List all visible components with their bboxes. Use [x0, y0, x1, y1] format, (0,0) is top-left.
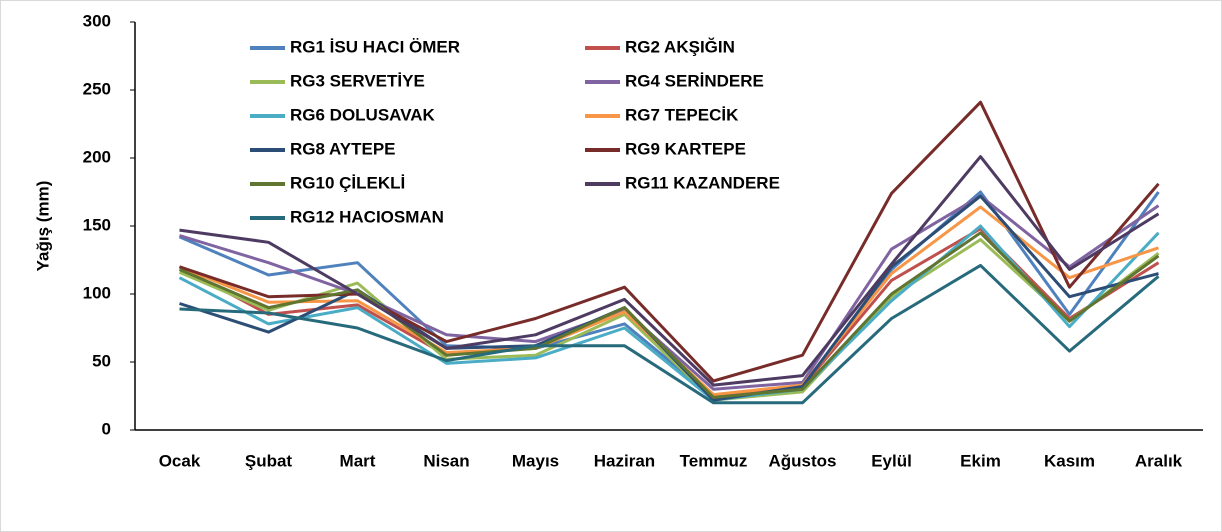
- y-tick-label: 150: [83, 215, 111, 234]
- x-tick-label: Eylül: [871, 451, 912, 470]
- y-tick-label: 0: [102, 419, 111, 438]
- series-line: [178, 231, 1160, 399]
- legend-label: RG12 HACIOSMAN: [290, 207, 444, 226]
- legend-label: RG11 KAZANDERE: [625, 173, 780, 192]
- y-tick-label: 100: [83, 283, 111, 302]
- legend-label: RG7 TEPECİK: [625, 105, 739, 124]
- series-line: [179, 100, 1160, 383]
- series-line: [178, 224, 1160, 402]
- x-tick-label: Ocak: [159, 451, 201, 470]
- x-tick-label: Haziran: [594, 451, 655, 470]
- series-line: [179, 263, 1160, 405]
- series-line: [179, 194, 1160, 391]
- legend-label: RG3 SERVETİYE: [290, 71, 425, 90]
- legend-label: RG2 AKŞIĞIN: [625, 37, 735, 56]
- legend-label: RG4 SERİNDERE: [625, 71, 764, 90]
- x-tick-label: Şubat: [245, 451, 293, 470]
- y-axis-label: Yağış (mm): [33, 181, 52, 272]
- y-tick-label: 200: [83, 147, 111, 166]
- legend-label: RG10 ÇİLEKLİ: [290, 173, 405, 192]
- x-tick-label: Kasım: [1044, 451, 1095, 470]
- x-tick-label: Temmuz: [680, 451, 748, 470]
- x-tick-label: Ekim: [960, 451, 1001, 470]
- x-tick-label: Nisan: [423, 451, 469, 470]
- series-line: [179, 155, 1160, 387]
- x-tick-label: Aralık: [1135, 451, 1183, 470]
- x-tick-label: Mart: [340, 451, 376, 470]
- y-tick-label: 50: [92, 351, 111, 370]
- x-tick-label: Mayıs: [512, 451, 559, 470]
- y-tick-label: 250: [83, 79, 111, 98]
- legend-label: RG9 KARTEPE: [625, 139, 746, 158]
- legend-label: RG8 AYTEPE: [290, 139, 396, 158]
- x-tick-label: Ağustos: [769, 451, 837, 470]
- y-tick-label: 300: [83, 11, 111, 30]
- legend-label: RG6 DOLUSAVAK: [290, 105, 436, 124]
- legend-label: RG1 İSU HACI ÖMER: [290, 37, 460, 56]
